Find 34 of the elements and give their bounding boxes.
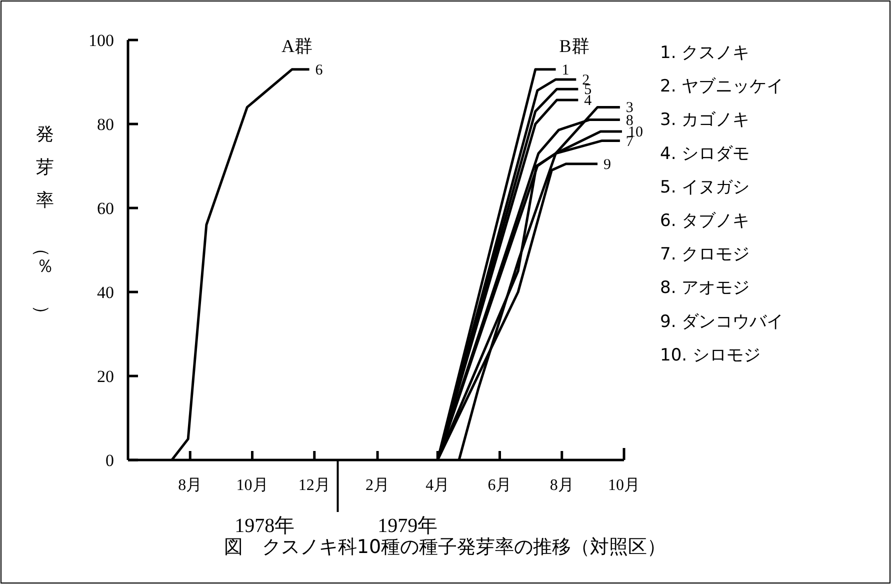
y-tick-label: 20 [97, 367, 114, 386]
x-tick-label: 2月 [366, 477, 390, 494]
text: 6. タブノキ [660, 211, 750, 231]
annotation: B群 [559, 36, 590, 56]
text: 1. クスノキ [660, 43, 750, 63]
text: 4. シロダモ [660, 144, 750, 164]
y-tick-label: 80 [97, 115, 114, 134]
x-tick-label: 8月 [178, 477, 202, 494]
y-tick-label: 100 [88, 31, 114, 50]
x-tick-label: 4月 [426, 477, 450, 494]
annotation: 3 [626, 100, 634, 116]
annotation: A群 [281, 36, 312, 56]
text: 1978年 [234, 515, 295, 537]
text: 7. クロモジ [660, 244, 750, 265]
x-tick-label: 6月 [488, 477, 512, 494]
x-tick-label: 12月 [298, 477, 330, 494]
text: 発芽率（％） [32, 124, 54, 323]
x-tick-label: 10月 [236, 477, 268, 494]
text: 9. ダンコウバイ [660, 312, 784, 332]
text: 5. イヌガシ [660, 177, 750, 198]
y-tick-label: 60 [97, 199, 114, 218]
y-tick-label: 0 [106, 451, 114, 470]
text: 1979年 [378, 515, 438, 537]
x-tick-label: 10月 [608, 477, 640, 494]
annotation: 1 [562, 62, 570, 78]
annotation: 9 [604, 156, 612, 173]
text: 図 クスノキ科10種の種子発芽率の推移（対照区） [224, 536, 666, 558]
text: 2. ヤブニッケイ [660, 76, 784, 97]
text: 8. アオモジ [660, 278, 750, 298]
text: 3. カゴノキ [660, 110, 750, 130]
text: 10. シロモジ [660, 345, 760, 366]
x-tick-label: 8月 [550, 477, 574, 494]
y-tick-label: 40 [97, 283, 114, 302]
annotation: 6 [315, 62, 324, 78]
